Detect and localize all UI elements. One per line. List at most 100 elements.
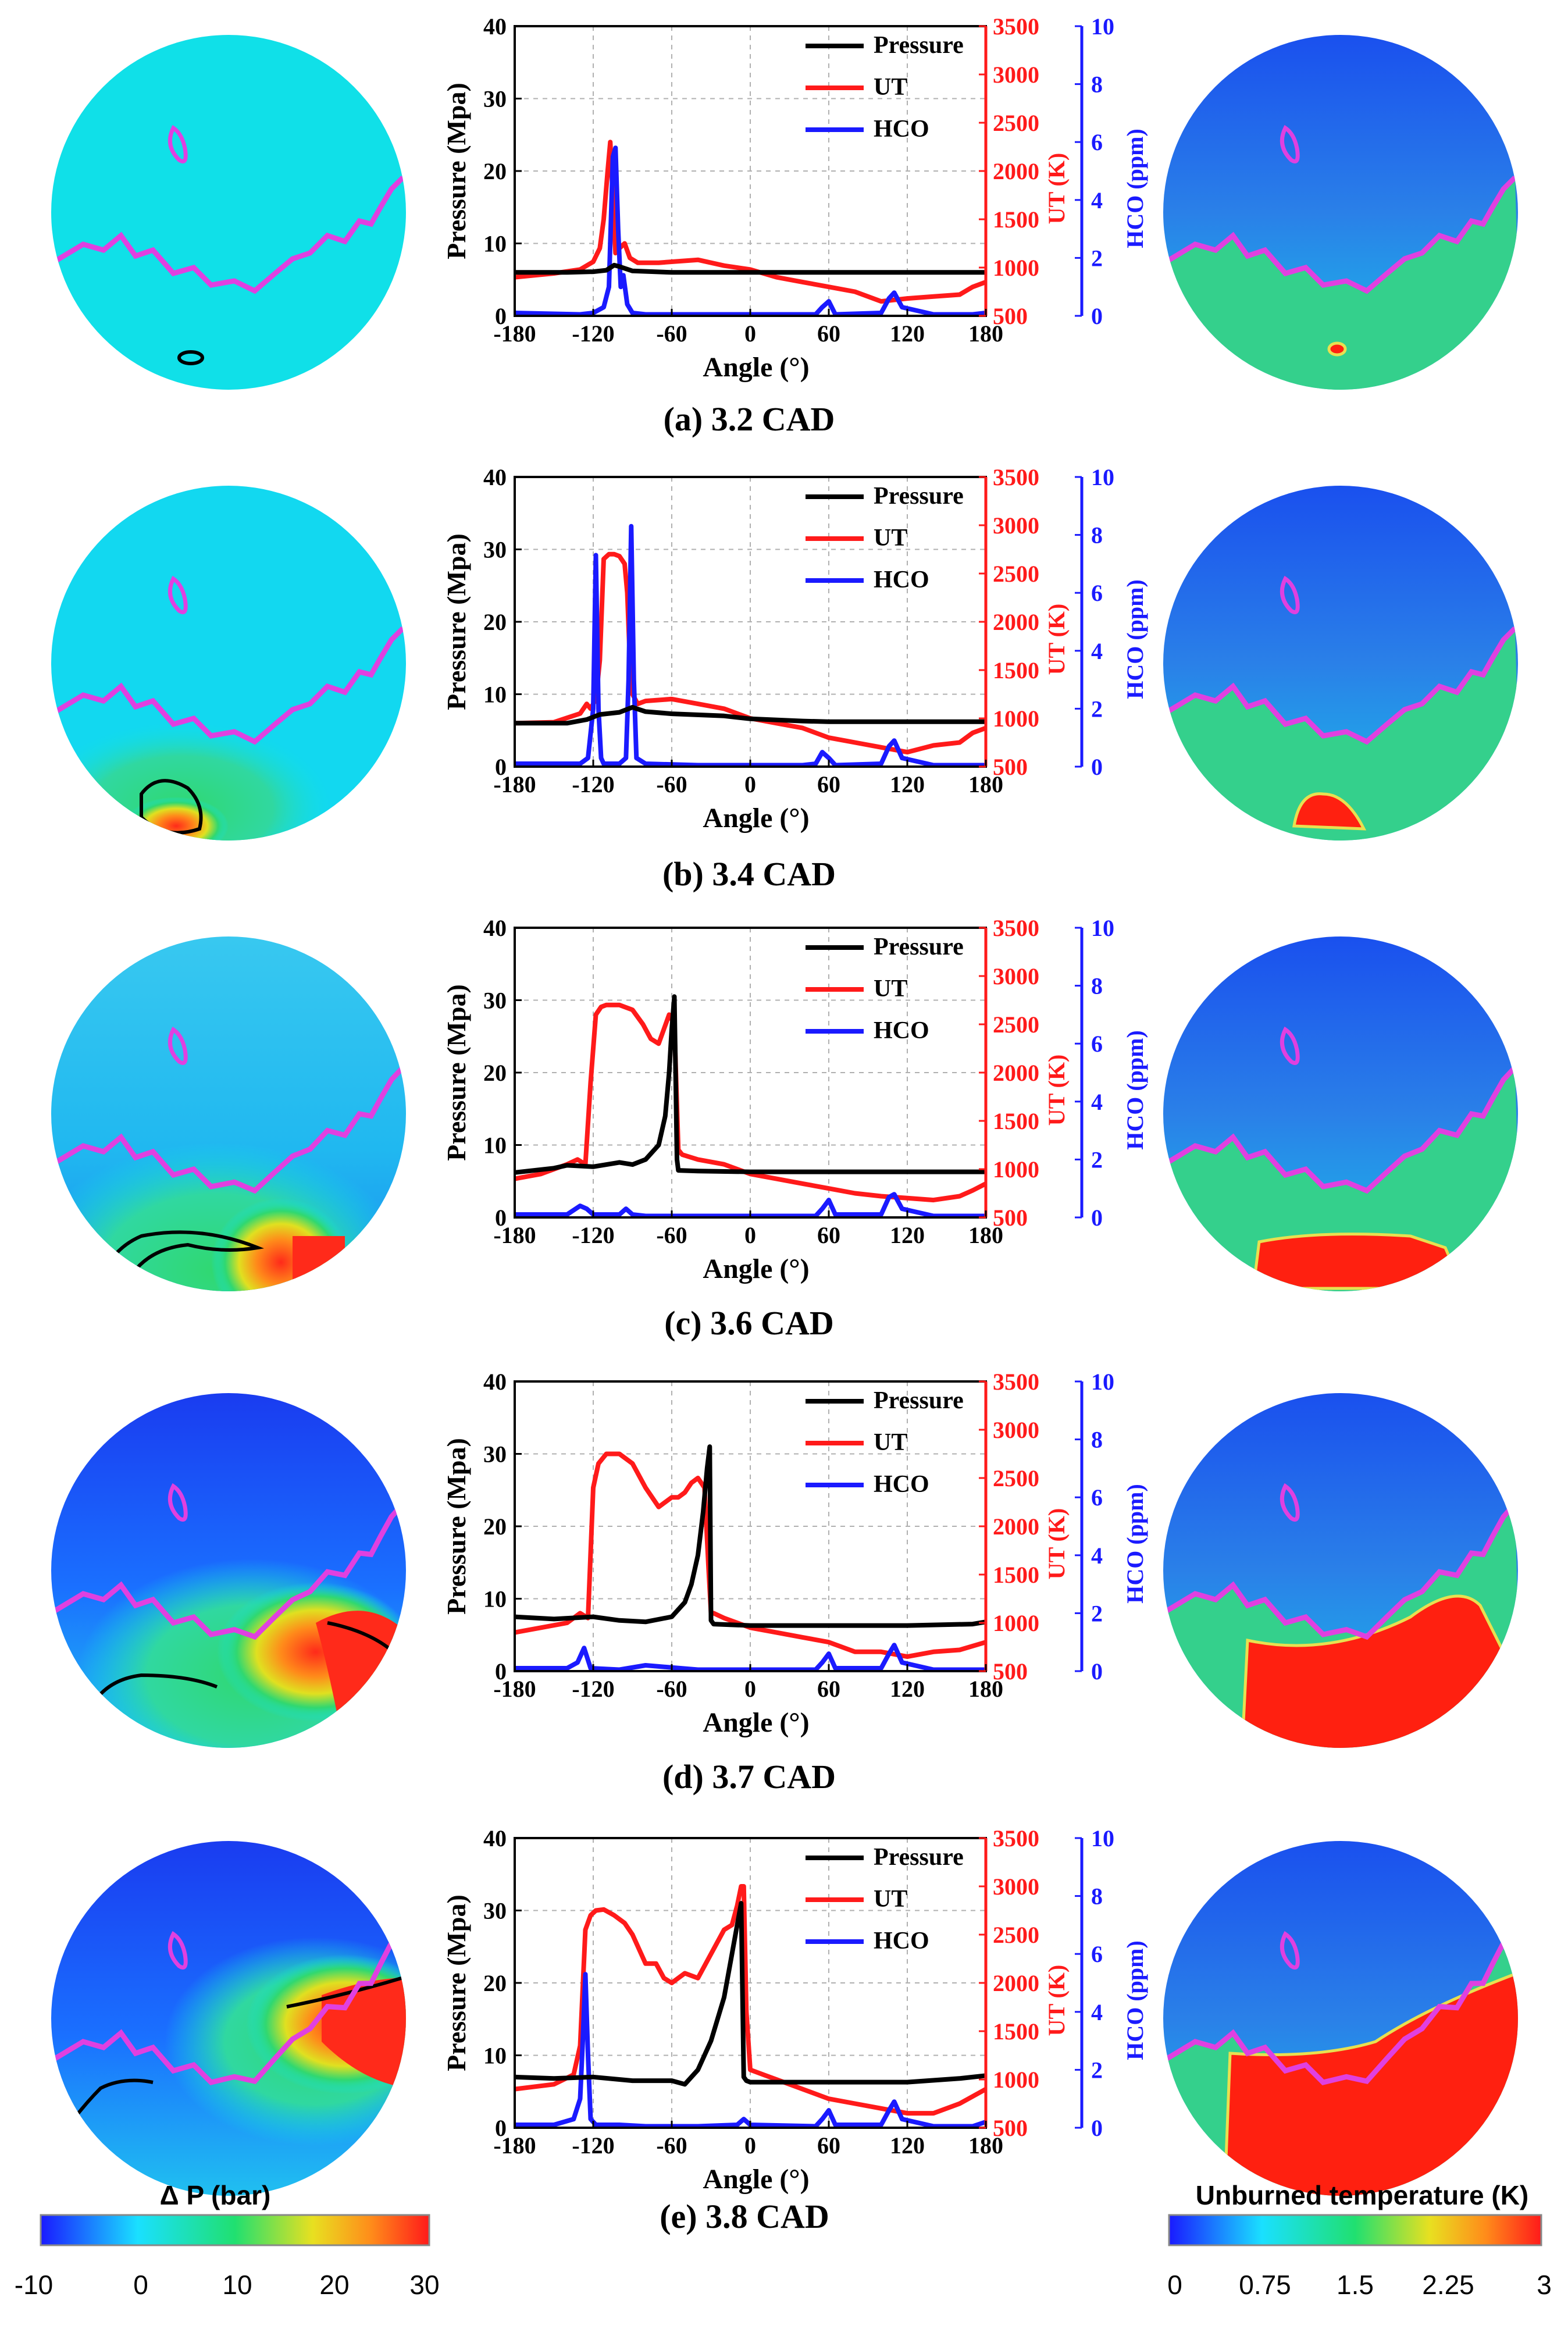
ut-tick-label: 500	[993, 1205, 1028, 1231]
y-tick-label: 40	[483, 13, 507, 40]
y-axis-label: Pressure (Mpa)	[441, 533, 471, 710]
x-tick-label: 180	[968, 320, 1003, 347]
y-tick-label: 40	[483, 1369, 507, 1395]
ut-tick-label: 1500	[993, 1108, 1039, 1134]
ut-tick-label: 2500	[993, 1012, 1039, 1038]
x-tick-label: -60	[656, 771, 687, 797]
ut-tick-label: 2000	[993, 1970, 1039, 1996]
colorbar-temperature-tick: 0	[1167, 2270, 1182, 2300]
hco-tick-label: 4	[1091, 1543, 1103, 1569]
y-tick-label: 30	[483, 1898, 507, 1924]
legend-label: Pressure	[874, 483, 964, 510]
legend-label: Pressure	[874, 1844, 964, 1871]
ut-tick-label: 2500	[993, 1922, 1039, 1948]
delta-p-field	[51, 1841, 406, 2196]
legend-label: HCO	[874, 567, 929, 593]
hco-tick-label: 10	[1091, 464, 1114, 490]
hco-tick-label: 8	[1091, 973, 1103, 999]
hco-tick-label: 2	[1091, 2057, 1103, 2083]
isobar-contour	[177, 350, 204, 365]
legend-label: UT	[874, 975, 907, 1002]
ut-tick-label: 2000	[993, 158, 1039, 184]
x-tick-label: 60	[817, 1222, 840, 1248]
x-axis-label: Angle (°)	[703, 2164, 809, 2195]
x-tick-label: -180	[493, 1222, 536, 1248]
ut-tick-label: 1500	[993, 657, 1039, 683]
x-axis-label: Angle (°)	[703, 352, 809, 383]
legend-label: HCO	[874, 1928, 929, 1954]
x-tick-label: -120	[572, 1676, 614, 1702]
ut-tick-label: 500	[993, 1658, 1028, 1685]
series-line-hco	[515, 1972, 987, 2129]
x-tick-label: 180	[968, 771, 1003, 797]
x-tick-label: -60	[656, 320, 687, 347]
ut-tick-label: 1000	[993, 1156, 1039, 1183]
ut-axis-label: UT (K)	[1043, 1965, 1070, 2036]
ut-tick-label: 3500	[993, 464, 1039, 490]
pressure-peak-region	[293, 1236, 345, 1291]
x-tick-label: 60	[817, 2132, 840, 2159]
x-tick-label: 120	[890, 320, 925, 347]
flame-front-loop	[1280, 1931, 1300, 1970]
y-tick-label: 10	[483, 231, 507, 257]
x-tick-label: -120	[572, 1222, 614, 1248]
colorbar-delta-p-tick: -10	[15, 2270, 53, 2300]
delta-p-field	[51, 936, 406, 1291]
x-axis-label: Angle (°)	[703, 1707, 809, 1738]
flame-front-line	[1164, 1926, 1517, 2085]
colorbar-temperature-tick: 0.75	[1239, 2270, 1291, 2300]
legend-label: UT	[874, 74, 907, 101]
ut-tick-label: 2000	[993, 1514, 1039, 1540]
hco-tick-label: 2	[1091, 245, 1103, 271]
ut-tick-label: 2500	[993, 1465, 1039, 1491]
delta-p-field	[51, 35, 406, 390]
flame-front-loop	[168, 124, 188, 163]
y-tick-label: 20	[483, 1060, 507, 1086]
chart-panel: -180 -120 -60 0 60 120 18001020304050010001500…	[441, 915, 1148, 1284]
ut-tick-label: 1500	[993, 1562, 1039, 1588]
x-tick-label: 180	[968, 1676, 1003, 1702]
hco-axis-label: HCO (ppm)	[1122, 1940, 1148, 2060]
flame-front-line	[52, 1926, 405, 2085]
legend-label: Pressure	[874, 934, 964, 960]
hco-tick-label: 8	[1091, 1427, 1103, 1453]
colorbar-unburned-temperature: Unburned temperature (K) 0 0.75 1.5 2.25…	[1167, 2180, 1552, 2300]
series-line-pressure	[514, 1901, 986, 2087]
x-tick-label: 0	[744, 2132, 756, 2159]
hco-tick-label: 6	[1091, 1941, 1103, 1967]
x-tick-label: -60	[656, 1676, 687, 1702]
series-line-ut	[514, 1884, 987, 2116]
legend-label: UT	[874, 1886, 907, 1913]
x-tick-label: -60	[656, 1222, 687, 1248]
x-tick-label: -120	[572, 2132, 614, 2159]
x-tick-label: 0	[744, 1222, 756, 1248]
x-tick-label: 180	[968, 2132, 1003, 2159]
colorbar-temperature-tick: 3	[1537, 2270, 1552, 2300]
y-tick-label: 0	[495, 1205, 507, 1231]
series-line-ut	[514, 1451, 987, 1659]
x-tick-label: -180	[493, 2132, 536, 2159]
y-tick-label: 0	[495, 754, 507, 780]
x-tick-label: 0	[744, 320, 756, 347]
ut-tick-label: 3500	[993, 13, 1039, 40]
hco-tick-label: 10	[1091, 13, 1114, 40]
x-tick-label: 120	[890, 1676, 925, 1702]
x-tick-label: -120	[572, 320, 614, 347]
temperature-field	[1163, 936, 1518, 1291]
flame-front-loop	[168, 1931, 188, 1970]
flame-front-line	[1164, 175, 1517, 294]
chart-panel: -180 -120 -60 0 60 120 18001020304050010001500…	[441, 13, 1148, 383]
hco-tick-label: 10	[1091, 1369, 1114, 1395]
series-line-hco	[515, 524, 986, 768]
temperature-field	[1163, 35, 1518, 390]
ut-axis-label: UT (K)	[1043, 1508, 1070, 1580]
x-axis-label: Angle (°)	[703, 803, 809, 834]
colorbar-delta-p-tick: 20	[319, 2270, 349, 2300]
hot-unburned-region	[1223, 1970, 1518, 2196]
y-tick-label: 30	[483, 988, 507, 1014]
x-tick-label: 60	[817, 771, 840, 797]
hco-tick-label: 10	[1091, 1825, 1114, 1851]
series-line-pressure	[514, 994, 986, 1175]
x-tick-label: -180	[493, 1676, 536, 1702]
hco-tick-label: 2	[1091, 1146, 1103, 1173]
